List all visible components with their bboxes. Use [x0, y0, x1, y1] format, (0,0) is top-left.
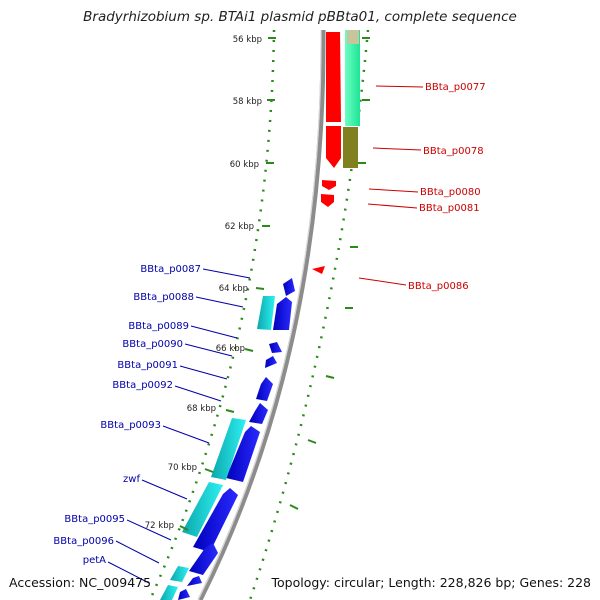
- label-bbta-p0089: BBta_p0089: [128, 321, 189, 332]
- tick-label-56: 56 kbp: [233, 35, 262, 45]
- label-bbta-p0080: BBta_p0080: [420, 187, 481, 198]
- cog-bar-cap: [347, 30, 359, 44]
- leader-line-bbta-p0096: [115, 540, 160, 564]
- tick-mark-70: [204, 468, 214, 473]
- reverse-cog-bars: [160, 296, 275, 600]
- leader-line-bbta-p0093: [162, 425, 210, 444]
- leader-line-bbta-p0091: [179, 365, 228, 380]
- cog-bar-p0093: [211, 418, 246, 480]
- label-bbta-p0095: BBta_p0095: [64, 514, 125, 525]
- forward-cog-bars: [343, 30, 360, 168]
- cog-bar-p0077: [345, 30, 360, 126]
- outer-dash: [307, 439, 317, 444]
- gene-bbta-p0086-shape: [312, 266, 325, 274]
- label-bbta-p0078: BBta_p0078: [423, 146, 484, 157]
- tick-label-64: 64 kbp: [219, 284, 248, 294]
- gene-bbta-p0081-shape: [321, 194, 334, 207]
- forward-labels: BBta_p0077 BBta_p0078 BBta_p0080 BBta_p0…: [358, 82, 486, 292]
- tick-mark-68: [225, 409, 235, 413]
- gene-bbta-p0078-shape: [326, 126, 341, 168]
- label-bbta-p0077: BBta_p0077: [425, 82, 486, 93]
- leader-line-bbta-p0086: [358, 277, 407, 286]
- label-bbta-p0088: BBta_p0088: [133, 292, 194, 303]
- reverse-labels: BBta_p0087 BBta_p0088 BBta_p0089 BBta_p0…: [53, 264, 251, 584]
- map-title: Bradyrhizobium sp. BTAi1 plasmid pBBta01…: [83, 9, 517, 25]
- gene-bbta-p0095-shape: [189, 543, 218, 575]
- gene-bbta-p0096-shape: [187, 576, 202, 586]
- label-bbta-p0081: BBta_p0081: [419, 203, 480, 214]
- label-bbta-p0090: BBta_p0090: [122, 339, 183, 350]
- gene-bbta-p0080-shape: [322, 180, 336, 190]
- leader-line-bbta-p0087: [202, 268, 251, 279]
- gene-bbta-p0077-shape: [326, 32, 341, 122]
- label-bbta-p0092: BBta_p0092: [112, 380, 173, 391]
- tick-label-60: 60 kbp: [230, 160, 259, 170]
- leader-line-bbta-p0081: [367, 203, 418, 209]
- tick-label-58: 58 kbp: [233, 97, 262, 107]
- gene-bbta-p0089-shape: [269, 342, 282, 353]
- tick-label-72: 72 kbp: [145, 521, 174, 531]
- label-bbta-p0086: BBta_p0086: [408, 281, 469, 292]
- reverse-genes: [178, 278, 295, 600]
- leader-line-bbta-p0089: [190, 325, 238, 339]
- outer-dash: [289, 504, 299, 510]
- label-zwf: zwf: [123, 474, 140, 485]
- cog-bar-peta: [160, 585, 178, 600]
- gene-bbta-p0087-shape: [283, 278, 295, 296]
- outer-ring-dashes: [289, 37, 370, 510]
- leader-line-bbta-p0078: [372, 147, 422, 151]
- accession-text: Accession: NC_009475: [9, 575, 152, 590]
- tick-mark-66: [244, 348, 254, 352]
- cog-bar-p0078: [343, 127, 358, 168]
- tick-mark-72: [179, 525, 189, 531]
- tick-label-68: 68 kbp: [187, 404, 216, 414]
- gene-zwf-shape: [193, 488, 238, 552]
- tick-label-66: 66 kbp: [216, 344, 245, 354]
- leader-line-bbta-p0077: [375, 85, 424, 88]
- gene-bbta-p0091-shape: [256, 377, 273, 401]
- label-bbta-p0093: BBta_p0093: [100, 420, 161, 431]
- gene-bbta-p0092-shape: [249, 403, 268, 424]
- gene-peta-shape: [178, 589, 190, 600]
- label-peta: petA: [83, 555, 106, 566]
- tick-mark-64: [255, 287, 265, 290]
- outer-dash: [325, 375, 335, 379]
- leader-line-bbta-p0095: [126, 519, 172, 541]
- leader-line-bbta-p0092: [174, 385, 222, 402]
- cog-bar-p0096: [170, 566, 189, 582]
- forward-genes: [312, 32, 341, 274]
- label-bbta-p0087: BBta_p0087: [140, 264, 201, 275]
- cog-bar-zwf: [182, 482, 223, 537]
- leader-line-bbta-p0090: [184, 343, 233, 357]
- tick-label-62: 62 kbp: [225, 222, 254, 232]
- gene-bbta-p0088-shape: [273, 297, 292, 330]
- leader-line-peta: [107, 561, 150, 584]
- backbone-highlight: [197, 29, 322, 600]
- gene-bbta-p0093-shape: [226, 426, 260, 482]
- leader-line-bbta-p0088: [195, 296, 244, 308]
- cog-bar-p0088: [257, 296, 275, 330]
- leader-line-zwf: [141, 479, 188, 500]
- topology-text: Topology: circular; Length: 228,826 bp; …: [271, 575, 592, 590]
- leader-line-bbta-p0080: [368, 188, 419, 193]
- label-bbta-p0091: BBta_p0091: [117, 360, 178, 371]
- backbone-circle: [197, 29, 326, 600]
- label-bbta-p0096: BBta_p0096: [53, 536, 114, 547]
- tick-label-70: 70 kbp: [168, 463, 197, 473]
- gene-bbta-p0090-shape: [265, 356, 277, 368]
- tick-marks: 56 kbp 58 kbp 60 kbp 62 kbp 64 kbp 66 kb…: [145, 35, 276, 531]
